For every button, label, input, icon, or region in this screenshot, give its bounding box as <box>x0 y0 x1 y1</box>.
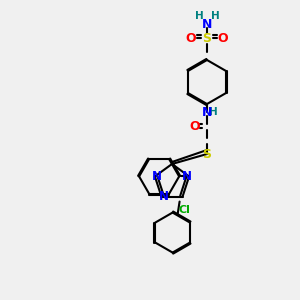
Text: N: N <box>182 170 192 183</box>
Text: Cl: Cl <box>178 205 190 214</box>
Text: N: N <box>202 106 212 118</box>
Text: O: O <box>190 119 200 133</box>
Text: H: H <box>195 11 203 21</box>
Text: S: S <box>202 148 211 160</box>
Text: N: N <box>202 17 212 31</box>
Text: N: N <box>152 170 162 183</box>
Text: S: S <box>202 32 211 44</box>
Text: H: H <box>211 11 219 21</box>
Text: N: N <box>158 190 168 203</box>
Text: H: H <box>208 107 217 117</box>
Text: O: O <box>218 32 228 44</box>
Text: O: O <box>186 32 196 44</box>
